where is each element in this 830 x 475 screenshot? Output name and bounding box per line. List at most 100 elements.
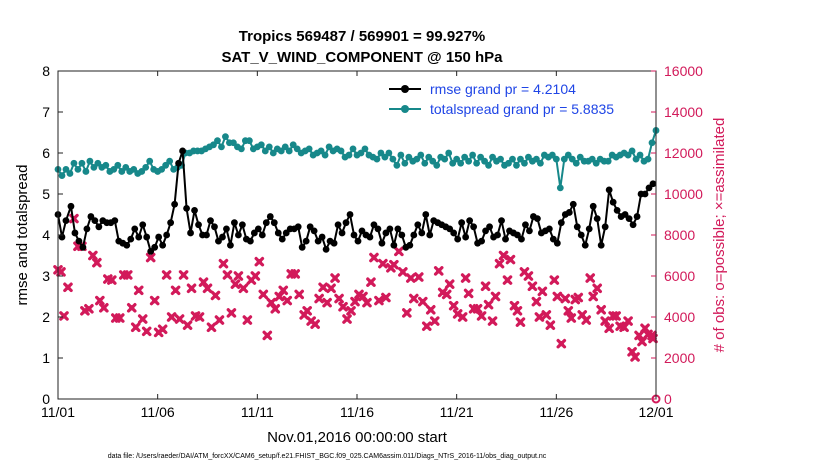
- obs-assimilated-dot: [500, 252, 507, 259]
- obs-assimilated-marker: [174, 314, 185, 324]
- rmse-point: [207, 217, 214, 225]
- obs-assimilated-marker: [338, 301, 348, 312]
- rmse-point: [254, 225, 262, 233]
- rmse-point: [238, 221, 246, 229]
- rmse-point: [62, 217, 70, 225]
- rmse-point: [498, 217, 505, 225]
- obs-assimilated-dot: [632, 354, 638, 360]
- obs-assimilated-dot: [169, 314, 175, 320]
- obs-assimilated-dot: [304, 308, 310, 314]
- rmse-point: [159, 241, 167, 249]
- obs-assimilated-marker: [490, 291, 501, 302]
- obs-assimilated-dot: [86, 306, 92, 312]
- totalspread-point: [648, 139, 656, 147]
- totalspread-point: [441, 155, 449, 163]
- obs-assimilated-dot: [371, 254, 377, 261]
- rmse-point: [585, 225, 593, 233]
- rmse-point: [179, 147, 186, 155]
- rmse-point: [91, 217, 99, 225]
- rmse-point: [167, 219, 175, 227]
- totalspread-point: [397, 151, 405, 159]
- rmse-point: [422, 211, 430, 218]
- obs-assimilated-dot: [514, 308, 521, 314]
- totalspread-point: [349, 145, 357, 153]
- obs-assimilated-marker: [592, 283, 602, 294]
- obs-assimilated-dot: [533, 299, 540, 305]
- obs-assimilated-dot: [144, 328, 150, 334]
- obs-assimilated-marker: [429, 316, 440, 326]
- obs-assimilated-dot: [320, 284, 326, 290]
- obs-assimilated-dot: [562, 295, 568, 302]
- obs-assimilated-marker: [378, 258, 388, 269]
- legend-rmse-label: rmse grand pr = 4.2104: [430, 81, 576, 97]
- y-left-tick-label: 8: [42, 63, 50, 79]
- rmse-point: [573, 223, 581, 231]
- totalspread-point: [78, 159, 86, 167]
- obs-assimilated-marker: [137, 314, 148, 324]
- data-file-footer: data file: /Users/raeder/DAI/ATM_forcXX/…: [108, 453, 547, 460]
- obs-assimilated-dot: [482, 283, 489, 289]
- obs-assimilated-marker: [406, 273, 416, 283]
- obs-assimilated-dot: [507, 257, 514, 263]
- obs-assimilated-marker: [637, 336, 647, 347]
- obs-assimilated-marker: [149, 295, 160, 306]
- obs-assimilated-dot: [568, 315, 574, 321]
- totalspread-point: [572, 159, 580, 167]
- obs-assimilated-dot: [575, 294, 581, 301]
- obs-assimilated-marker: [640, 323, 650, 334]
- rmse-point: [354, 237, 362, 245]
- obs-assimilated-dot: [332, 275, 338, 281]
- totalspread-point: [385, 149, 393, 157]
- obs-assimilated-marker: [476, 311, 487, 321]
- rmse-point: [613, 207, 621, 214]
- totalspread-point: [361, 145, 369, 153]
- obs-assimilated-marker: [242, 315, 253, 325]
- obs-assimilated-marker: [417, 296, 428, 307]
- obs-assimilated-marker: [214, 315, 225, 325]
- y-left-tick-label: 4: [42, 227, 50, 243]
- obs-assimilated-marker: [448, 300, 459, 311]
- obs-assimilated-dot: [587, 275, 593, 281]
- obs-assimilated-marker: [588, 291, 599, 302]
- obs-assimilated-dot: [101, 305, 107, 311]
- totalspread-point: [465, 157, 473, 165]
- obs-assimilated-marker: [611, 311, 621, 321]
- rmse-point: [502, 235, 509, 243]
- totalspread-point: [445, 149, 453, 157]
- obs-assimilated-marker: [566, 313, 577, 323]
- x-tick-label: 11/11: [241, 404, 274, 420]
- obs-assimilated-marker: [369, 252, 379, 263]
- obs-assimilated-marker: [122, 270, 133, 280]
- obs-assimilated-dot: [642, 325, 648, 331]
- obs-assimilated-dot: [590, 293, 596, 300]
- y-right-tick-label: 14000: [664, 104, 703, 120]
- obs-assimilated-marker: [389, 259, 399, 270]
- axis-ticks: 11/01 11/06 11/11 11/16 11/21 11/26 12/0101234…: [41, 63, 703, 420]
- obs-assimilated-dot: [316, 295, 322, 302]
- rmse-point: [262, 219, 270, 227]
- obs-assimilated-dot: [61, 313, 67, 319]
- obs-assimilated-dot: [276, 293, 282, 300]
- obs-assimilated-marker: [421, 321, 432, 332]
- obs-assimilated-marker: [600, 316, 610, 326]
- obs-assimilated-dot: [200, 279, 207, 285]
- rmse-point: [270, 219, 278, 227]
- obs-assimilated-dot: [565, 308, 571, 314]
- obs-assimilated-marker: [133, 285, 144, 296]
- rmse-point: [227, 241, 234, 249]
- obs-assimilated-dot: [416, 274, 422, 280]
- rmse-point: [342, 219, 350, 227]
- obs-assimilated-dot: [204, 285, 211, 291]
- obs-assimilated-dot: [408, 275, 414, 281]
- obs-assimilated-dot: [380, 261, 386, 267]
- obs-assimilated-marker: [258, 289, 269, 300]
- obs-assimilated-dot: [268, 300, 274, 306]
- obs-assimilated-dot: [496, 261, 503, 267]
- totalspread-point: [521, 159, 528, 167]
- rmse-point: [111, 217, 119, 225]
- rmse-point: [394, 225, 402, 233]
- obs-assimilated-marker: [472, 304, 483, 314]
- obs-assimilated-dot: [424, 323, 430, 329]
- rmse-point: [274, 229, 282, 237]
